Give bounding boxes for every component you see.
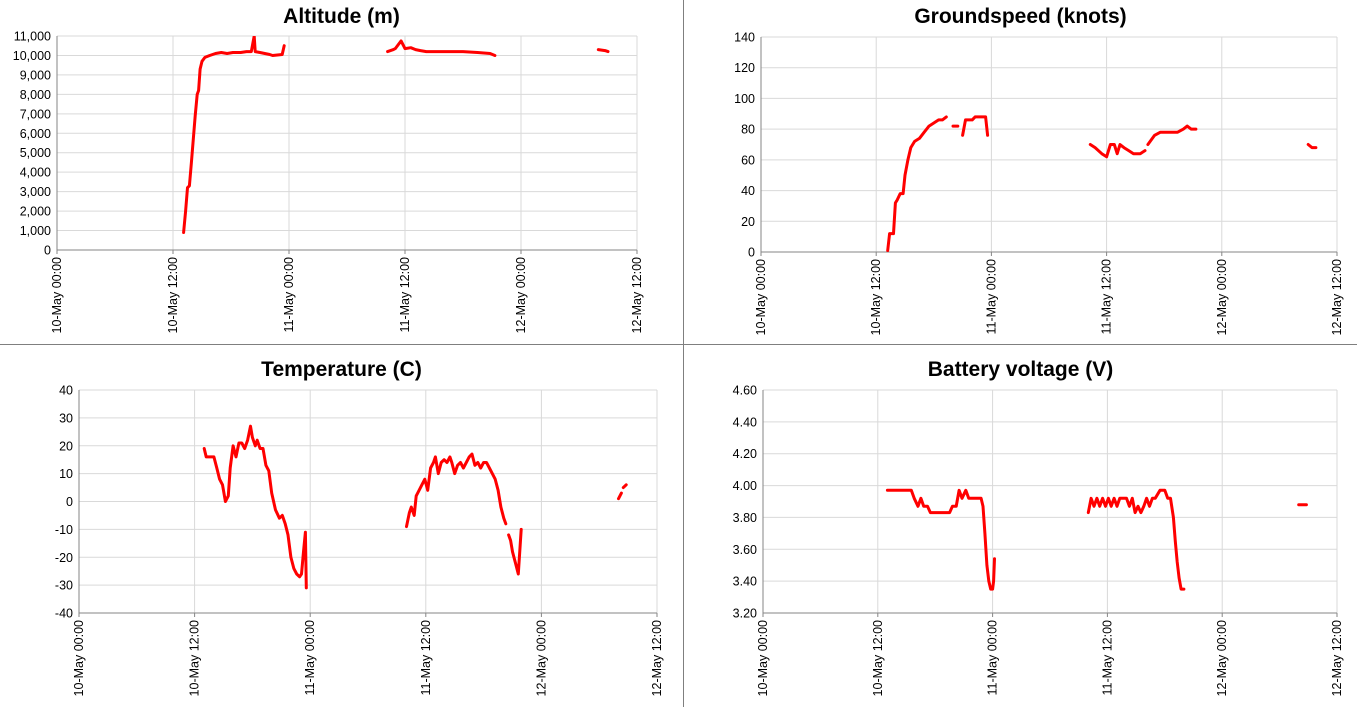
y-tick-label: 40 (741, 184, 755, 198)
y-tick-label: 4.60 (733, 384, 757, 398)
y-tick-label: -40 (55, 607, 73, 621)
vertical-divider (683, 0, 684, 707)
series-segment (1146, 124, 1198, 146)
series-segment (886, 115, 948, 252)
y-tick-label: 6,000 (20, 127, 51, 141)
x-tick-label: 10-May 12:00 (166, 257, 180, 333)
y-tick-label: -20 (55, 551, 73, 565)
x-tick-label: 12-May 00:00 (1215, 259, 1229, 335)
series-segment (961, 115, 990, 137)
x-tick-label: 11-May 12:00 (1100, 259, 1114, 335)
data-series (182, 36, 610, 234)
x-tick-label: 12-May 00:00 (1215, 620, 1229, 696)
plot-area: 0 1,000 2,000 3,000 4,000 5,000 6,000 7,000 8,00… (13, 30, 644, 334)
x-tick-label: 12-May 00:00 (534, 620, 548, 696)
series-segment (386, 39, 497, 57)
y-tick-label: 11,000 (14, 30, 51, 44)
x-tick-label: 12-May 12:00 (1330, 259, 1344, 335)
y-tick-label: 40 (59, 384, 73, 398)
y-tick-label: 100 (734, 92, 755, 106)
plot-area: 0 20 40 60 80 100 120 140 10-May 00:00 10-May 12:… (734, 31, 1344, 336)
x-tick-label: 11-May 00:00 (282, 257, 296, 333)
y-tick-label: 1,000 (20, 224, 51, 238)
y-tick-label: 80 (741, 123, 755, 137)
y-tick-label: 8,000 (20, 88, 51, 102)
x-tick-label: 12-May 12:00 (630, 257, 644, 333)
x-tick-label: 10-May 00:00 (756, 620, 770, 696)
y-tick-label: 20 (59, 439, 73, 453)
chart-title: Battery voltage (V) (927, 358, 1114, 381)
x-tick-label: 11-May 12:00 (398, 257, 412, 333)
altitude-chart: Altitude (m) 0 1,000 2,000 3,000 4,000 5,000 6… (0, 0, 683, 344)
series-segment (621, 483, 628, 490)
y-tick-label: 9,000 (20, 68, 51, 82)
series-segment (507, 527, 523, 576)
data-series (885, 488, 1308, 591)
y-tick-label: 7,000 (20, 107, 51, 121)
y-tick-label: 3,000 (20, 185, 51, 199)
y-tick-label: 4.40 (733, 415, 757, 429)
y-tick-label: -10 (55, 523, 73, 537)
battery-voltage-chart: Battery voltage (V) 3.20 3.40 3.60 3.80 4.00… (684, 345, 1357, 707)
plot-area: 3.20 3.40 3.60 3.80 4.00 4.20 4.40 4.60 10-May 0… (733, 384, 1344, 697)
y-tick-label: 10 (59, 467, 73, 481)
horizontal-divider (0, 344, 1357, 345)
series-segment (1306, 143, 1318, 150)
groundspeed-chart: Groundspeed (knots) 0 20 40 60 80 100 120 140 10… (684, 0, 1357, 344)
plot-area: -40 -30 -20 -10 0 10 20 30 40 10-May 00:00 10-May … (55, 384, 664, 697)
x-tick-label: 10-May 00:00 (50, 257, 64, 333)
y-tick-label: 0 (66, 495, 73, 509)
y-tick-label: 20 (741, 215, 755, 229)
x-tick-label: 10-May 12:00 (869, 259, 883, 335)
y-tick-label: 4.00 (733, 479, 757, 493)
x-tick-label: 11-May 12:00 (1100, 620, 1114, 696)
x-tick-label: 10-May 12:00 (871, 620, 885, 696)
y-tick-label: 60 (741, 153, 755, 167)
x-tick-label: 12-May 12:00 (650, 620, 664, 696)
data-series (202, 424, 628, 590)
y-tick-label: 4,000 (20, 166, 51, 180)
y-tick-label: 0 (748, 246, 755, 260)
y-tick-label: 140 (734, 31, 755, 45)
y-tick-label: -30 (55, 579, 73, 593)
y-tick-label: 10,000 (13, 49, 51, 63)
chart-title: Temperature (C) (261, 358, 422, 381)
y-tick-label: 120 (734, 61, 755, 75)
series-segment (1086, 488, 1186, 591)
x-tick-label: 11-May 00:00 (986, 620, 1000, 696)
x-tick-label: 11-May 00:00 (984, 259, 998, 335)
chart-title: Groundspeed (knots) (914, 5, 1127, 28)
x-tick-label: 10-May 12:00 (188, 620, 202, 696)
x-tick-label: 12-May 00:00 (514, 257, 528, 333)
y-tick-label: 5,000 (20, 146, 51, 160)
y-tick-label: 4.20 (733, 447, 757, 461)
series-segment (596, 48, 610, 54)
data-series (886, 115, 1318, 252)
temperature-chart: Temperature (C) -40 -30 -20 -10 0 10 20 30 40 10-… (0, 345, 683, 707)
series-segment (617, 491, 623, 501)
y-tick-label: 3.60 (733, 543, 757, 557)
x-tick-label: 10-May 00:00 (754, 259, 768, 335)
x-tick-label: 10-May 00:00 (72, 620, 86, 696)
chart-title: Altitude (m) (283, 5, 400, 28)
x-tick-label: 11-May 00:00 (303, 620, 317, 696)
y-tick-label: 2,000 (20, 205, 51, 219)
y-tick-label: 30 (59, 411, 73, 425)
y-tick-label: 3.40 (733, 575, 757, 589)
y-tick-label: 3.80 (733, 511, 757, 525)
series-segment (202, 424, 308, 590)
x-tick-label: 11-May 12:00 (419, 620, 433, 696)
y-tick-label: 3.20 (733, 607, 757, 621)
y-tick-label: 0 (44, 244, 51, 258)
series-segment (885, 488, 996, 591)
series-segment (1088, 143, 1147, 159)
x-tick-label: 12-May 12:00 (1330, 620, 1344, 696)
series-segment (405, 452, 508, 529)
series-segment (182, 36, 286, 234)
